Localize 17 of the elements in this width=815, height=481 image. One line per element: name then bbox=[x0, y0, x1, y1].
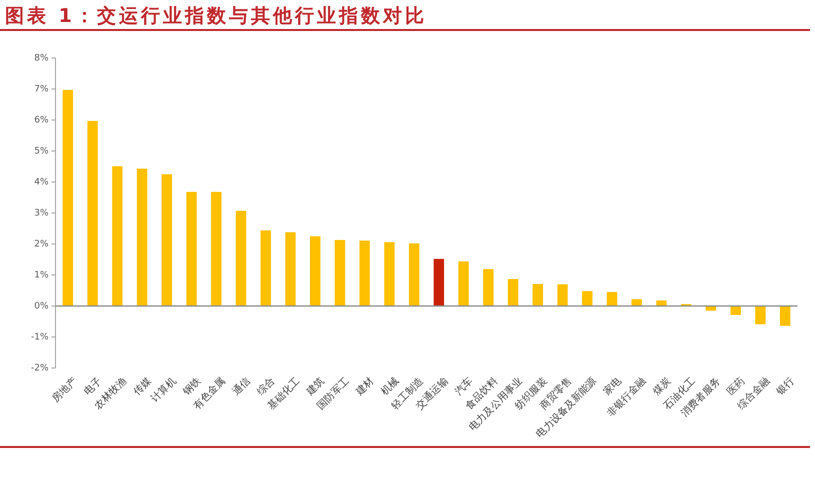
chart-title: 图表 1：交运行业指数与其他行业指数对比 bbox=[5, 5, 427, 27]
x-tick-label: 医药 bbox=[724, 375, 748, 398]
y-tick-label: 0% bbox=[34, 301, 49, 312]
y-tick-label: -2% bbox=[30, 363, 49, 374]
x-tick-label: 建材 bbox=[352, 375, 376, 398]
y-tick-label: 5% bbox=[34, 146, 49, 156]
y-tick-label: 3% bbox=[34, 208, 49, 218]
y-tick-label: 6% bbox=[34, 115, 49, 126]
y-tick-label: 7% bbox=[34, 84, 49, 94]
x-tick-label: 通信 bbox=[230, 375, 253, 398]
y-tick-label: 8% bbox=[34, 53, 49, 64]
y-tick-label: 2% bbox=[34, 239, 49, 250]
y-tick-label: -1% bbox=[30, 332, 49, 342]
y-tick-label: 4% bbox=[34, 177, 49, 188]
x-tick-label: 银行 bbox=[774, 376, 797, 398]
x-tick-label: 房地产 bbox=[50, 375, 80, 405]
y-tick-label: 1% bbox=[34, 270, 49, 280]
